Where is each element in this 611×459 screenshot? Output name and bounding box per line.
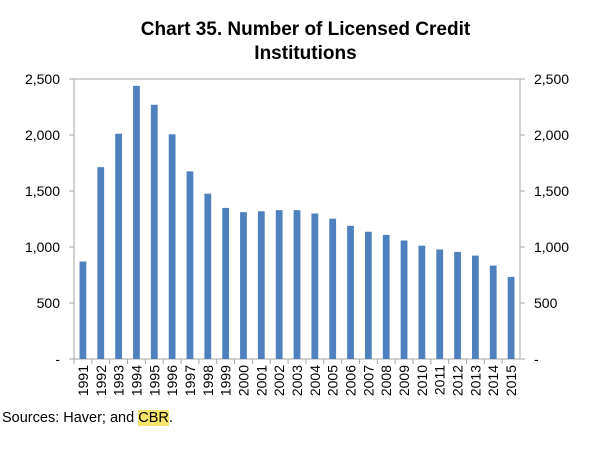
chart-title-line-1: Chart 35. Number of Licensed Credit [140, 19, 471, 40]
x-tick-label: 2000 [235, 365, 251, 396]
chart-title: Chart 35. Number of Licensed Credit Inst… [0, 18, 611, 66]
bar-2000 [240, 212, 247, 359]
bar-1991 [79, 261, 87, 359]
x-tick-label: 2012 [450, 365, 466, 396]
x-tick-label: 1991 [75, 365, 91, 396]
x-tick-label: 1997 [182, 365, 198, 396]
bar-1999 [222, 207, 230, 359]
bar-2011 [436, 249, 444, 359]
y-tick-label-left: 2,000 [25, 127, 60, 143]
chart-title-line-2: Institutions [254, 43, 357, 64]
bar-2008 [382, 234, 390, 359]
bar-2003 [293, 210, 301, 359]
y-tick-label-left: 1,000 [25, 239, 60, 255]
x-tick-label: 2007 [360, 365, 376, 396]
x-tick-label: 1993 [111, 365, 127, 396]
bar-1997 [186, 171, 194, 359]
bar-2001 [257, 211, 265, 359]
x-tick-label: 2006 [343, 365, 359, 396]
x-tick-label: 2013 [467, 365, 483, 396]
y-tick-label-left: 1,500 [25, 183, 60, 199]
x-tick-label: 1992 [93, 365, 109, 396]
x-tick-label: 1995 [146, 365, 162, 396]
bar-2010 [418, 245, 426, 359]
bar-1994 [133, 85, 140, 359]
bar-2005 [329, 218, 337, 359]
source-highlight: CBR [138, 410, 169, 426]
y-tick-label-left: 500 [37, 295, 61, 311]
bar-1995 [150, 104, 158, 359]
bar-2002 [275, 210, 283, 359]
x-tick-label: 2011 [432, 365, 448, 395]
y-tick-label-right: 1,500 [534, 183, 569, 199]
y-tick-label-right: 2,500 [534, 71, 569, 87]
y-tick-label-left: - [55, 351, 60, 367]
x-tick-label: 2015 [503, 365, 519, 396]
bar-2007 [364, 231, 372, 359]
x-tick-label: 1998 [200, 365, 216, 396]
x-tick-label: 1996 [164, 365, 180, 396]
bar-1998 [204, 193, 212, 359]
y-tick-label-right: - [534, 351, 539, 367]
bar-1993 [115, 133, 122, 359]
x-tick-label: 2008 [378, 365, 394, 396]
source-prefix: Sources: Haver; and [2, 410, 139, 426]
y-tick-label-right: 1,000 [534, 239, 569, 255]
bar-2013 [472, 255, 479, 359]
y-tick-label-right: 500 [534, 295, 558, 311]
x-tick-label: 2001 [253, 365, 269, 396]
x-tick-label: 2004 [307, 365, 323, 396]
x-tick-label: 1994 [128, 365, 144, 396]
x-tick-label: 2003 [289, 365, 305, 396]
bar-2006 [347, 225, 354, 359]
x-tick-label: 2014 [485, 365, 501, 396]
y-tick-label-right: 2,000 [534, 127, 569, 143]
x-tick-label: 1999 [218, 365, 234, 396]
source-suffix: . [168, 410, 173, 426]
x-tick-label: 2009 [396, 365, 412, 396]
source-note: Sources: Haver; and CBR. [2, 410, 173, 426]
bar-2012 [454, 251, 461, 359]
y-tick-label-left: 2,500 [25, 71, 60, 87]
x-tick-label: 2002 [271, 365, 287, 396]
bar-1992 [97, 167, 105, 359]
bar-2004 [311, 213, 319, 359]
bar-2014 [489, 265, 497, 359]
bar-2009 [400, 240, 408, 359]
x-tick-label: 2010 [414, 365, 430, 396]
bar-1996 [168, 134, 176, 359]
bar-2015 [507, 276, 515, 359]
x-tick-label: 2005 [325, 365, 341, 396]
